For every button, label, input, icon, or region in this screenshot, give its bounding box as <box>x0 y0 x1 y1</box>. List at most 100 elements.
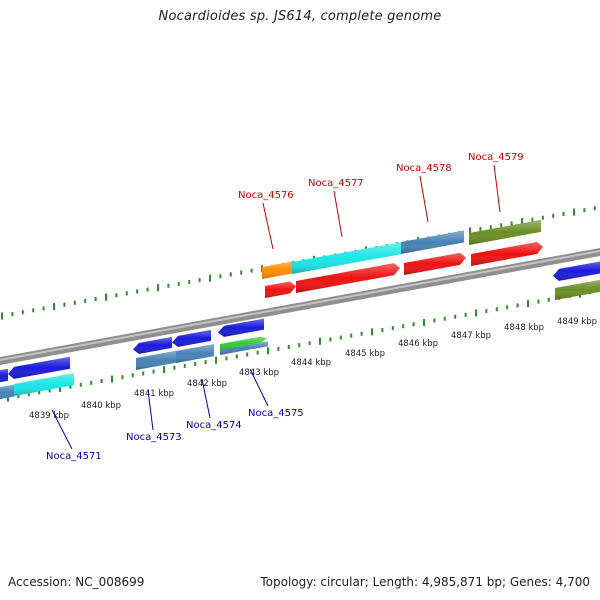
tick-mark <box>256 350 259 355</box>
gene-labels: Noca_4576 Noca_4577 Noca_4578 Noca_4579 Noca… <box>46 152 524 462</box>
tick-mark <box>339 335 342 340</box>
kbp-label: 4847 kbp <box>451 331 491 341</box>
gene-feature <box>401 230 464 254</box>
gene-feature <box>0 384 14 400</box>
tick-mark <box>541 215 544 220</box>
gene-feature <box>133 336 172 354</box>
gene-feature <box>265 281 296 298</box>
gene-feature <box>172 329 211 347</box>
tick-mark <box>115 293 118 298</box>
tick-mark <box>360 331 363 336</box>
genome-backbone <box>0 248 600 365</box>
tick-mark <box>84 298 87 303</box>
tick-mark <box>464 312 467 317</box>
tick-mark <box>146 287 149 292</box>
tick-mark <box>537 299 540 304</box>
tick-mark <box>53 303 55 311</box>
gene-feature <box>0 368 8 383</box>
tick-mark <box>521 218 523 226</box>
tick-mark <box>219 274 222 279</box>
tick-mark <box>69 384 72 389</box>
gene-label-noca-4577: Noca_4577 <box>308 178 364 189</box>
gene-label-noca-4579: Noca_4579 <box>468 152 524 163</box>
gene-feature <box>404 252 466 275</box>
gene-feature <box>553 261 600 281</box>
tick-mark <box>583 208 586 213</box>
gene-feature <box>14 373 74 396</box>
tick-mark <box>100 378 103 383</box>
tick-mark <box>552 213 555 218</box>
gene-label-noca-4574: Noca_4574 <box>186 420 242 431</box>
tick-mark <box>593 206 596 211</box>
gene-feature <box>296 263 400 293</box>
gene-feature <box>555 279 600 300</box>
tick-mark <box>308 341 311 346</box>
kbp-label: 4844 kbp <box>291 358 331 368</box>
tick-mark <box>59 385 61 393</box>
label-leader-line <box>51 409 73 450</box>
tick-mark <box>79 382 82 387</box>
gene-label-noca-4576: Noca_4576 <box>238 190 294 201</box>
tick-mark <box>225 356 228 361</box>
tick-mark <box>131 373 134 378</box>
kbp-label: 4841 kbp <box>134 389 174 399</box>
tick-mark <box>125 291 128 296</box>
gene-feature <box>220 341 268 355</box>
gene-label-leaders <box>51 164 501 450</box>
tick-mark <box>204 360 207 365</box>
accession-text: Accession: NC_008699 <box>8 575 145 589</box>
tick-mark <box>38 390 41 395</box>
tick-mark <box>177 281 180 286</box>
tick-mark <box>267 347 269 355</box>
label-leader-line <box>493 164 501 213</box>
gene-feature <box>471 242 543 266</box>
gene-label-noca-4573: Noca_4573 <box>126 432 182 443</box>
tick-mark <box>157 284 159 292</box>
tick-mark <box>516 303 519 308</box>
tick-mark <box>573 208 575 216</box>
tick-mark <box>495 307 498 312</box>
gene-feature <box>8 356 70 379</box>
tick-mark <box>27 392 30 397</box>
tick-mark <box>42 306 45 311</box>
tick-mark <box>163 366 165 374</box>
tick-mark <box>167 283 170 288</box>
tick-mark <box>391 326 394 331</box>
tick-mark <box>277 346 280 351</box>
tick-mark <box>11 312 14 317</box>
label-leader-line <box>333 190 343 238</box>
gene-label-noca-4575: Noca_4575 <box>248 408 304 419</box>
tick-mark <box>1 312 3 320</box>
tick-mark <box>350 333 353 338</box>
gene-feature <box>218 318 264 337</box>
tick-mark <box>173 365 176 370</box>
tick-mark <box>136 289 139 294</box>
tick-mark <box>443 316 446 321</box>
tick-mark <box>94 296 97 301</box>
gene-feature <box>136 350 176 370</box>
tick-mark <box>479 227 482 232</box>
tick-mark <box>240 270 243 275</box>
tick-mark <box>7 394 9 402</box>
tick-mark <box>423 318 425 326</box>
tick-mark <box>48 388 51 393</box>
tick-mark <box>194 361 197 366</box>
kbp-label: 4840 kbp <box>81 401 121 411</box>
label-leader-line <box>147 389 154 431</box>
genome-summary-text: Topology: circular; Length: 4,985,871 bp… <box>260 575 590 589</box>
label-leader-line <box>262 202 274 250</box>
tick-mark <box>183 363 186 368</box>
gene-feature <box>469 219 541 245</box>
tick-mark <box>229 272 232 277</box>
tick-mark <box>485 309 488 314</box>
tick-mark <box>527 300 529 308</box>
kbp-label: 4845 kbp <box>345 349 385 359</box>
tick-mark <box>298 343 301 348</box>
tick-mark <box>500 223 503 228</box>
tick-mark <box>235 354 238 359</box>
tick-mark <box>402 324 405 329</box>
tick-mark <box>433 318 436 323</box>
tick-mark <box>142 371 145 376</box>
tick-mark <box>475 309 477 317</box>
